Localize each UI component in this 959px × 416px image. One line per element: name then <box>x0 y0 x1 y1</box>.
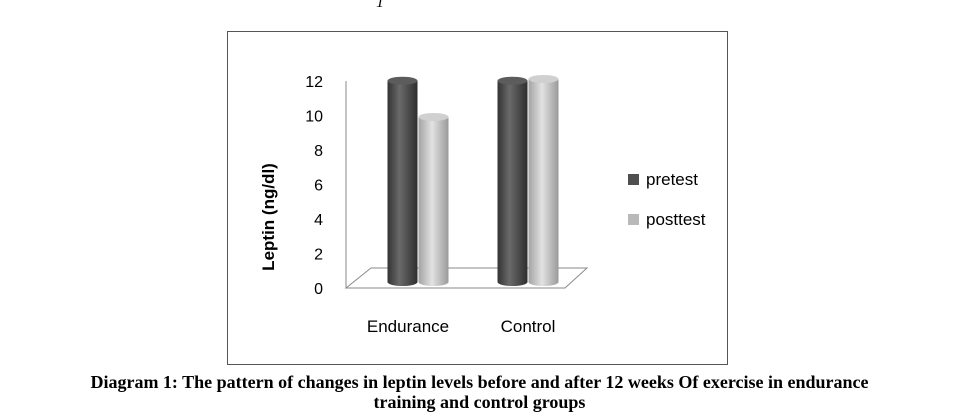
bar-pretest-endurance <box>387 76 418 286</box>
page-fragment: 1 <box>376 0 384 11</box>
y-tick-labels: 0 2 4 6 8 10 12 <box>305 74 323 298</box>
legend-swatch-pretest <box>628 174 639 185</box>
bar-pretest-control <box>497 76 528 286</box>
bar-body <box>387 80 418 286</box>
bar-body <box>418 116 449 286</box>
chart-frame: 0 2 4 6 8 10 12 Endurance Control pretest postte… <box>227 31 728 365</box>
y-tick-label: 8 <box>314 143 323 160</box>
y-tick-label: 2 <box>314 247 323 264</box>
y-tick-label: 0 <box>314 281 323 298</box>
bar-body <box>528 79 559 286</box>
category-label: Control <box>501 317 556 336</box>
bar-top <box>528 75 559 83</box>
y-tick-label: 4 <box>314 212 323 229</box>
legend-label-pretest: pretest <box>646 170 698 189</box>
caption-line-1: Diagram 1: The pattern of changes in lep… <box>90 372 869 392</box>
y-tick-label: 12 <box>305 74 323 91</box>
bar-top <box>497 76 528 85</box>
bar-posttest-endurance <box>418 112 449 286</box>
y-tick-label: 10 <box>305 109 323 126</box>
y-axis-label: Leptin (ng/dl) <box>259 163 278 271</box>
bar-top <box>418 112 449 121</box>
bar-body <box>497 80 528 286</box>
caption-line-2: training and control groups <box>373 392 586 412</box>
legend-swatch-posttest <box>628 214 639 225</box>
y-tick-label: 6 <box>314 178 323 195</box>
bars <box>387 75 559 286</box>
category-labels: Endurance Control <box>367 317 556 336</box>
leptin-chart: 0 2 4 6 8 10 12 Endurance Control pretest postte… <box>259 74 706 336</box>
legend-label-posttest: posttest <box>646 210 706 229</box>
legend: pretest posttest <box>628 170 706 229</box>
figure-caption: Diagram 1: The pattern of changes in lep… <box>0 372 959 412</box>
bar-top <box>387 76 418 85</box>
bar-posttest-control <box>528 75 559 286</box>
category-label: Endurance <box>367 317 449 336</box>
